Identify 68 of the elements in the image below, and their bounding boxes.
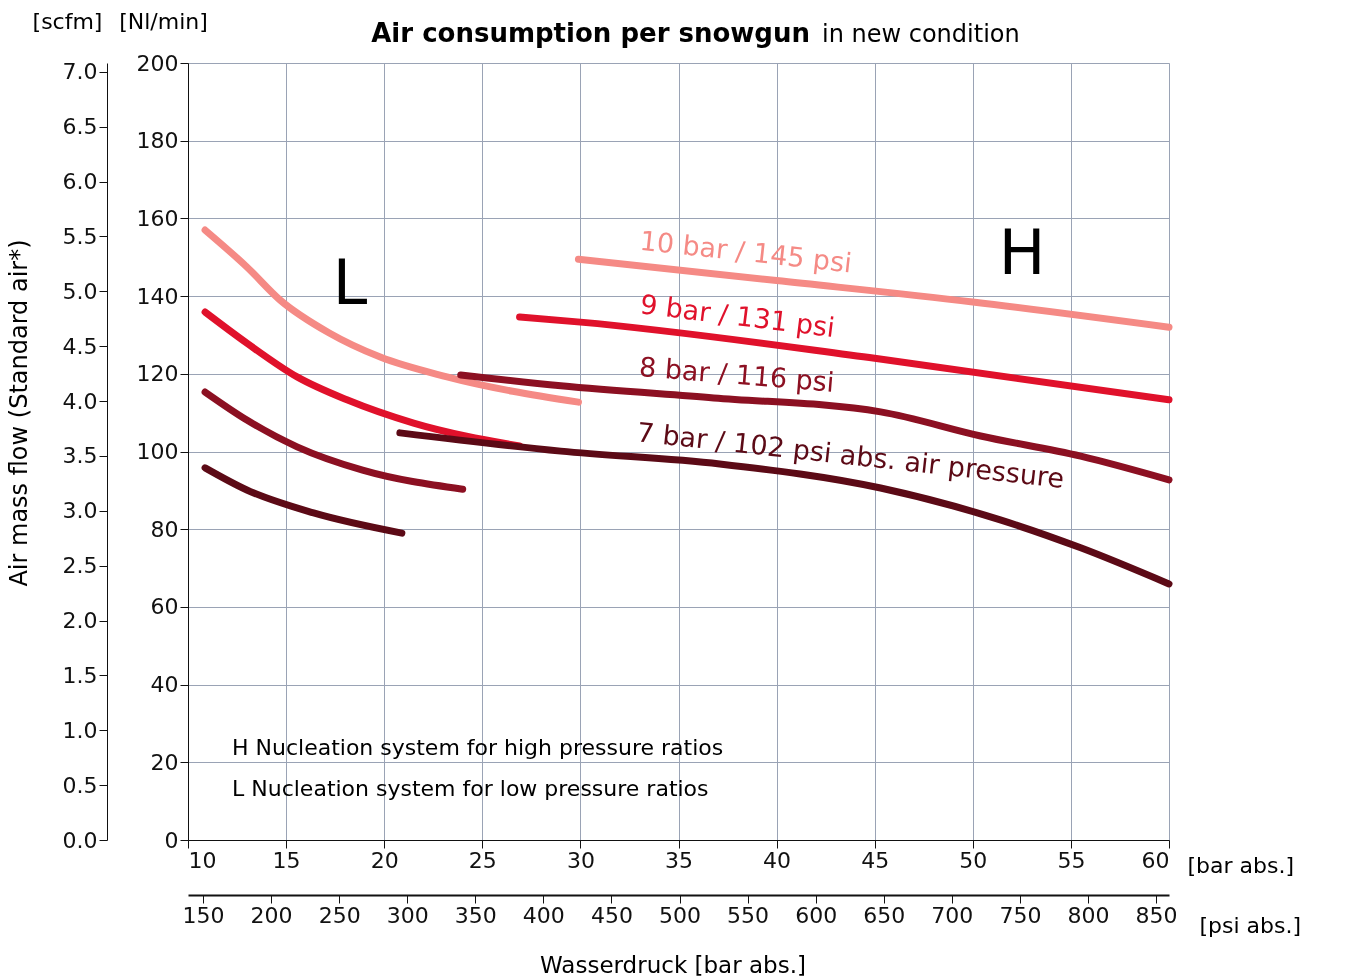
x2-tick-label: 850 xyxy=(1135,902,1178,928)
x-tick-label: 60 xyxy=(1141,847,1170,873)
y-tick-label: 200 xyxy=(136,50,179,76)
x2-tick-label: 550 xyxy=(727,902,770,928)
x2-tick-label: 300 xyxy=(386,902,429,928)
x-tick-label: 25 xyxy=(468,847,497,873)
annotation: H xyxy=(998,216,1046,289)
x2-tick-label: 400 xyxy=(522,902,565,928)
x-tick-label: 30 xyxy=(566,847,595,873)
x2-axis-title: [psi abs.] xyxy=(1199,912,1302,938)
y2-tick-label: 0.0 xyxy=(62,827,98,853)
text: 10 bar / 145 psi xyxy=(638,224,854,279)
x2-tick-label: 350 xyxy=(454,902,497,928)
x-tick-label: 55 xyxy=(1057,847,1086,873)
annotation: L xyxy=(332,246,368,319)
y2-tick-label: 4.0 xyxy=(62,388,98,414)
x-axis-title: [bar abs.] xyxy=(1187,852,1295,878)
x-tick-label: 15 xyxy=(272,847,301,873)
y2-tick-label: 5.0 xyxy=(62,278,98,304)
y-tick-label: 20 xyxy=(150,749,179,775)
x-tick-label: 10 xyxy=(188,847,217,873)
y-tick-label: 140 xyxy=(136,283,179,309)
x2-tick-label: 750 xyxy=(999,902,1042,928)
y-tick-label: 160 xyxy=(136,205,179,231)
y2-tick-label: 2.0 xyxy=(62,608,98,634)
x2-tick-label: 700 xyxy=(931,902,974,928)
x-tick-label: 40 xyxy=(763,847,792,873)
text: 7 bar / 102 psi abs. air pressure xyxy=(635,416,1066,494)
x2-tick-label: 800 xyxy=(1067,902,1110,928)
y-tick-label: 100 xyxy=(136,439,179,464)
y2-axis-title: [scfm] xyxy=(32,8,103,34)
y-tick-label: 0 xyxy=(164,827,179,853)
y-tick-label: 80 xyxy=(150,516,179,542)
text: Wasserdruck [bar abs.] xyxy=(540,952,806,978)
x2-tick-label: 200 xyxy=(250,902,293,928)
annotation: H Nucleation system for high pressure ratios xyxy=(232,735,724,760)
x-tick-label: 50 xyxy=(959,847,988,873)
y2-tick-label: 0.5 xyxy=(62,772,98,798)
x2-tick-label: 500 xyxy=(659,902,702,928)
x2-tick-label: 600 xyxy=(795,902,838,928)
y2-tick-label: 3.5 xyxy=(62,443,98,469)
x2-tick-label: 450 xyxy=(590,902,633,928)
chart-title: Air consumption per snowgun xyxy=(371,18,810,48)
y2-tick-label: 4.5 xyxy=(62,333,98,359)
text: 9 bar / 131 psi xyxy=(638,288,837,344)
y-tick-label: 120 xyxy=(136,361,179,387)
y2-tick-label: 5.5 xyxy=(62,223,98,249)
y2-tick-label: 7.0 xyxy=(62,59,98,85)
x2-tick-label: 250 xyxy=(318,902,361,928)
y2-tick-label: 1.5 xyxy=(62,662,98,688)
y2-tick-label: 2.5 xyxy=(62,553,98,579)
y2-tick-label: 6.0 xyxy=(62,169,98,195)
y2-tick-label: 1.0 xyxy=(62,717,98,743)
x-tick-label: 35 xyxy=(665,847,693,873)
y2-tick-label: 3.0 xyxy=(62,498,98,524)
text: Air mass flow (Standard air*) xyxy=(5,239,33,587)
x-tick-label: 20 xyxy=(370,847,399,873)
series-label: 8 bar / 116 psi xyxy=(638,351,836,398)
y-tick-label: 60 xyxy=(150,594,179,620)
y-axis-title: [Nl/min] xyxy=(119,8,208,34)
chart-subtitle: in new condition xyxy=(822,20,1020,48)
y2-tick-label: 6.5 xyxy=(62,114,98,140)
x2-tick-label: 150 xyxy=(182,902,225,928)
x-tick-label: 45 xyxy=(861,847,890,873)
y-tick-label: 40 xyxy=(150,672,179,698)
x2-tick-label: 650 xyxy=(863,902,906,928)
annotation: L Nucleation system for low pressure ratios xyxy=(232,776,709,801)
y-tick-label: 180 xyxy=(136,128,179,154)
